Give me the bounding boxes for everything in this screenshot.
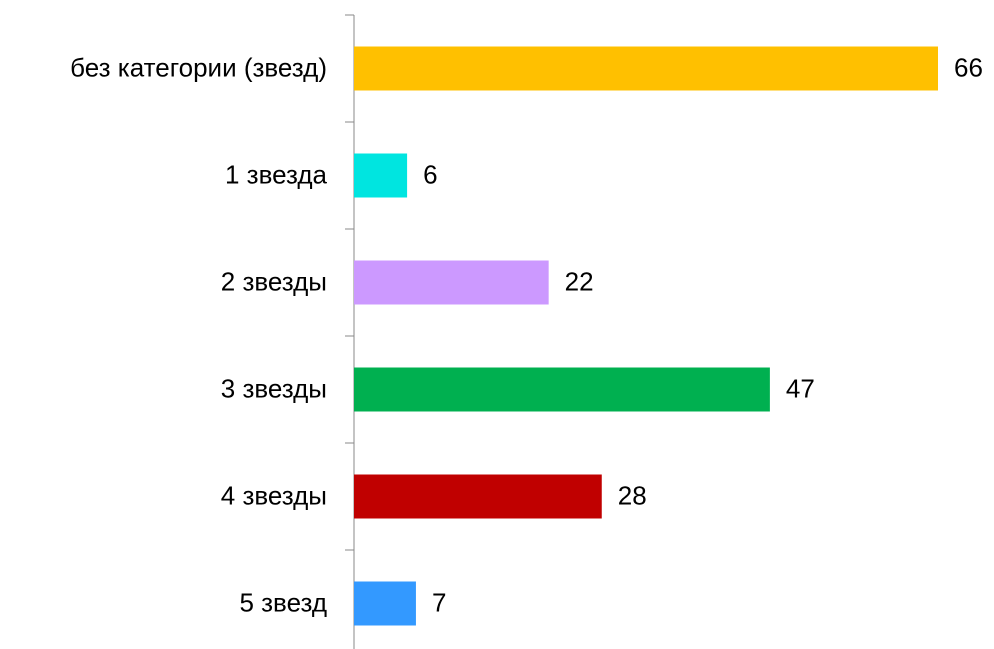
bar bbox=[354, 474, 602, 519]
bar bbox=[354, 46, 938, 91]
bar bbox=[354, 260, 549, 305]
data-label: 22 bbox=[565, 266, 594, 296]
category-label: 1 звезда bbox=[225, 159, 328, 189]
bar bbox=[354, 581, 416, 626]
bar bbox=[354, 153, 408, 198]
data-label: 6 bbox=[423, 159, 437, 189]
data-label: 28 bbox=[618, 480, 647, 510]
category-label: 3 звезды bbox=[221, 373, 327, 403]
category-label: без категории (звезд) bbox=[70, 52, 327, 82]
data-label: 66 bbox=[954, 52, 983, 82]
bar bbox=[354, 367, 770, 412]
data-label: 47 bbox=[786, 373, 815, 403]
category-label: 5 звезд bbox=[239, 587, 327, 617]
category-label: 4 звезды bbox=[221, 480, 327, 510]
category-label: 2 звезды bbox=[221, 266, 327, 296]
data-label: 7 bbox=[432, 587, 446, 617]
